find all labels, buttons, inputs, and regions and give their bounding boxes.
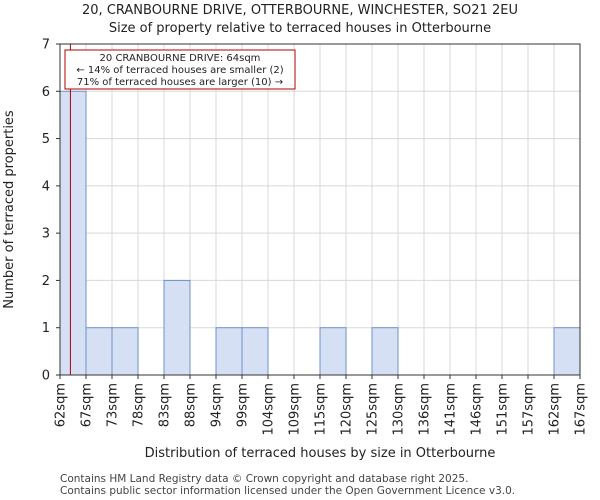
- y-axis-ticks: 0 1 2 3 4 5 6 7: [42, 38, 60, 384]
- chart-title: 20, CRANBOURNE DRIVE, OTTERBOURNE, WINCH…: [82, 3, 518, 18]
- y-tick-label: 1: [42, 321, 50, 336]
- bar: [319, 327, 347, 376]
- y-tick-label: 6: [42, 85, 50, 100]
- bar: [59, 90, 87, 376]
- annotation-line-1: 20 CRANBOURNE DRIVE: 64sqm: [100, 53, 261, 64]
- annotation-line-2: ← 14% of terraced houses are smaller (2): [76, 65, 283, 76]
- bar: [553, 327, 581, 376]
- grid-lines: [59, 43, 581, 376]
- x-tick-label: 167sqm: [574, 383, 589, 436]
- x-tick-label: 120sqm: [340, 383, 355, 436]
- footer-line-2: Contains public sector information licen…: [60, 485, 516, 497]
- y-tick-label: 3: [42, 227, 50, 242]
- bar: [111, 327, 139, 376]
- x-tick-label: 151sqm: [496, 383, 511, 436]
- x-tick-label: 62sqm: [54, 383, 69, 427]
- x-axis-label: Distribution of terraced houses by size …: [145, 446, 496, 461]
- y-tick-label: 5: [42, 132, 50, 147]
- bars: [59, 90, 581, 376]
- footer-line-1: Contains HM Land Registry data © Crown c…: [60, 473, 469, 485]
- chart-subtitle: Size of property relative to terraced ho…: [108, 21, 492, 36]
- x-tick-label: 162sqm: [548, 383, 563, 436]
- x-tick-label: 115sqm: [314, 383, 329, 436]
- y-tick-label: 0: [42, 369, 50, 384]
- property-annotation: 20 CRANBOURNE DRIVE: 64sqm ← 14% of terr…: [64, 49, 296, 90]
- x-tick-label: 73sqm: [106, 383, 121, 427]
- y-axis-label: Number of terraced properties: [2, 110, 17, 309]
- y-tick-label: 7: [42, 38, 50, 53]
- plot-frame: [59, 43, 581, 376]
- x-tick-label: 136sqm: [418, 383, 433, 436]
- x-tick-label: 88sqm: [184, 383, 199, 427]
- x-tick-label: 141sqm: [444, 383, 459, 436]
- bar: [85, 327, 113, 376]
- bar: [215, 327, 243, 376]
- x-tick-label: 83sqm: [158, 383, 173, 427]
- x-tick-label: 94sqm: [210, 383, 225, 427]
- x-axis-ticks: 62sqm 67sqm 73sqm 78sqm 83sqm 88sqm 94sqm 99sqm…: [54, 375, 589, 436]
- x-tick-label: 104sqm: [262, 383, 277, 436]
- bar: [241, 327, 269, 376]
- x-tick-label: 130sqm: [392, 383, 407, 436]
- bar: [371, 327, 399, 376]
- y-tick-label: 4: [42, 179, 50, 194]
- bar: [163, 279, 191, 376]
- x-tick-label: 157sqm: [522, 383, 537, 436]
- x-tick-label: 109sqm: [288, 383, 303, 436]
- x-tick-label: 99sqm: [236, 383, 251, 427]
- x-tick-label: 146sqm: [470, 383, 485, 436]
- x-tick-label: 125sqm: [366, 383, 381, 436]
- annotation-line-3: 71% of terraced houses are larger (10) →: [77, 77, 283, 88]
- y-tick-label: 2: [42, 274, 50, 289]
- x-tick-label: 67sqm: [80, 383, 95, 427]
- annotation-box: [64, 49, 296, 90]
- x-tick-label: 78sqm: [132, 383, 147, 427]
